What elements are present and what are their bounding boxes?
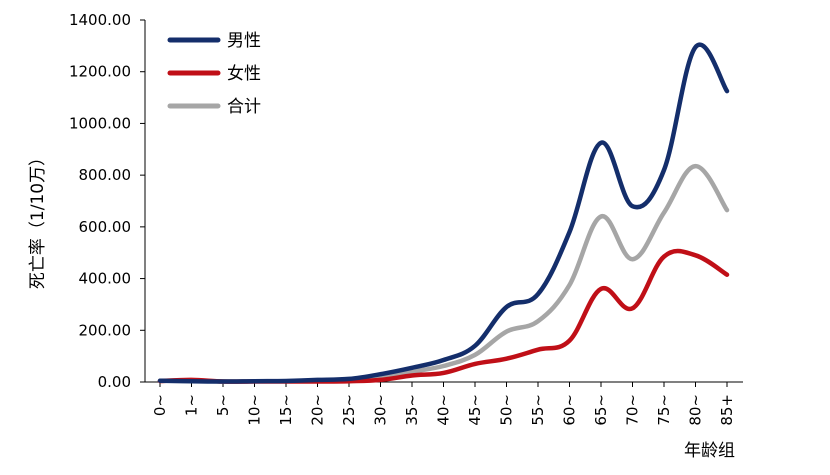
x-tick-label: 85+	[718, 394, 736, 426]
series-line-total	[157, 163, 730, 384]
x-tick-label: 40~	[435, 394, 453, 426]
y-axis-title: 死亡率（1/10万）	[28, 149, 48, 289]
series-line-male	[157, 42, 730, 384]
x-tick-label: 55~	[529, 394, 547, 426]
x-tick-label: 5~	[214, 394, 232, 416]
x-tick-label: 50~	[498, 394, 516, 426]
series-layer	[157, 42, 730, 384]
x-axis-title: 年龄组	[684, 441, 735, 461]
y-tick-label: 0.00	[98, 373, 131, 391]
axes: 0.00 200.00 400.00 600.00 800.00 1000.00 1200.…	[69, 11, 743, 426]
x-tick-label: 30~	[372, 394, 390, 426]
x-tick-label: 80~	[687, 394, 705, 426]
x-tick-label: 70~	[624, 394, 642, 426]
y-tick-label: 800.00	[79, 166, 132, 184]
y-tick-label: 200.00	[79, 321, 132, 339]
legend-label: 合计	[227, 97, 261, 117]
x-tick-label: 1~	[183, 394, 201, 416]
x-tick-label: 10~	[246, 394, 264, 426]
legend-label: 男性	[227, 31, 261, 51]
x-tick-label: 60~	[561, 394, 579, 426]
x-tick-label: 0~	[151, 394, 169, 416]
legend-label: 女性	[227, 64, 261, 84]
x-tick-label: 15~	[277, 394, 295, 426]
y-tick-label: 600.00	[79, 218, 132, 236]
y-tick-label: 1200.00	[69, 63, 131, 81]
x-tick-label: 75~	[655, 394, 673, 426]
x-tick-label: 20~	[309, 394, 327, 426]
y-tick-label: 1000.00	[69, 114, 131, 132]
x-tick-label: 35~	[403, 394, 421, 426]
y-tick-label: 400.00	[79, 270, 132, 288]
x-tick-label: 25~	[340, 394, 358, 426]
x-tick-label: 45~	[466, 394, 484, 426]
y-tick-label: 1400.00	[69, 11, 131, 29]
x-tick-label: 65~	[592, 394, 610, 426]
